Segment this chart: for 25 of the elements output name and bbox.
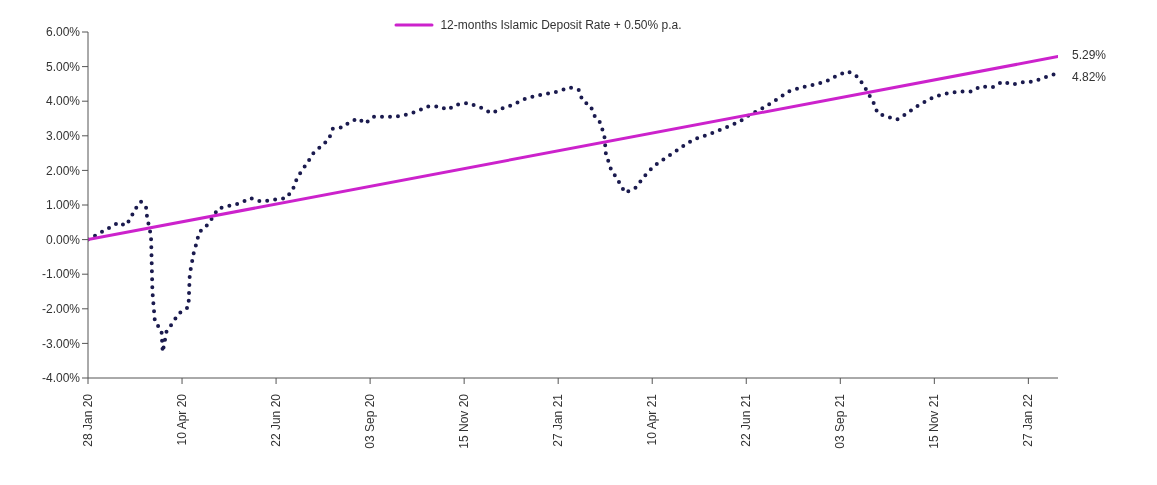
x-tick-label: 10 Apr 21	[645, 393, 660, 446]
x-tick-label: 10 Apr 20	[175, 393, 190, 446]
x-tick-label: 27 Jan 22	[1021, 393, 1036, 447]
x-tick-label: 22 Jun 21	[739, 393, 754, 447]
y-tick-label: -4.00%	[41, 371, 81, 386]
legend-label: 12-months Islamic Deposit Rate + 0.50% p.a.	[440, 18, 682, 32]
y-tick-label: 5.00%	[45, 59, 81, 74]
y-tick-label: -1.00%	[41, 267, 81, 282]
y-tick-label: 3.00%	[45, 129, 81, 144]
y-tick-label: 4.00%	[45, 94, 81, 109]
data-label: 5.29%	[1072, 47, 1107, 62]
y-tick-label: -2.00%	[41, 302, 81, 317]
data-label: 4.82%	[1072, 69, 1107, 84]
y-tick-label: 1.00%	[45, 198, 81, 213]
y-tick-label: 2.00%	[45, 163, 81, 178]
x-tick-label: 15 Nov 20	[457, 393, 472, 449]
x-tick-label: 27 Jan 21	[551, 393, 566, 447]
y-tick-label: 6.00%	[45, 25, 81, 40]
y-tick-label: -3.00%	[41, 336, 81, 351]
x-tick-label: 22 Jun 20	[269, 393, 284, 447]
y-tick-label: 0.00%	[45, 232, 81, 247]
x-tick-label: 03 Sep 21	[833, 393, 848, 449]
x-tick-label: 03 Sep 20	[363, 393, 378, 449]
x-tick-label: 15 Nov 21	[927, 393, 942, 449]
x-tick-label: 28 Jan 20	[81, 393, 95, 447]
